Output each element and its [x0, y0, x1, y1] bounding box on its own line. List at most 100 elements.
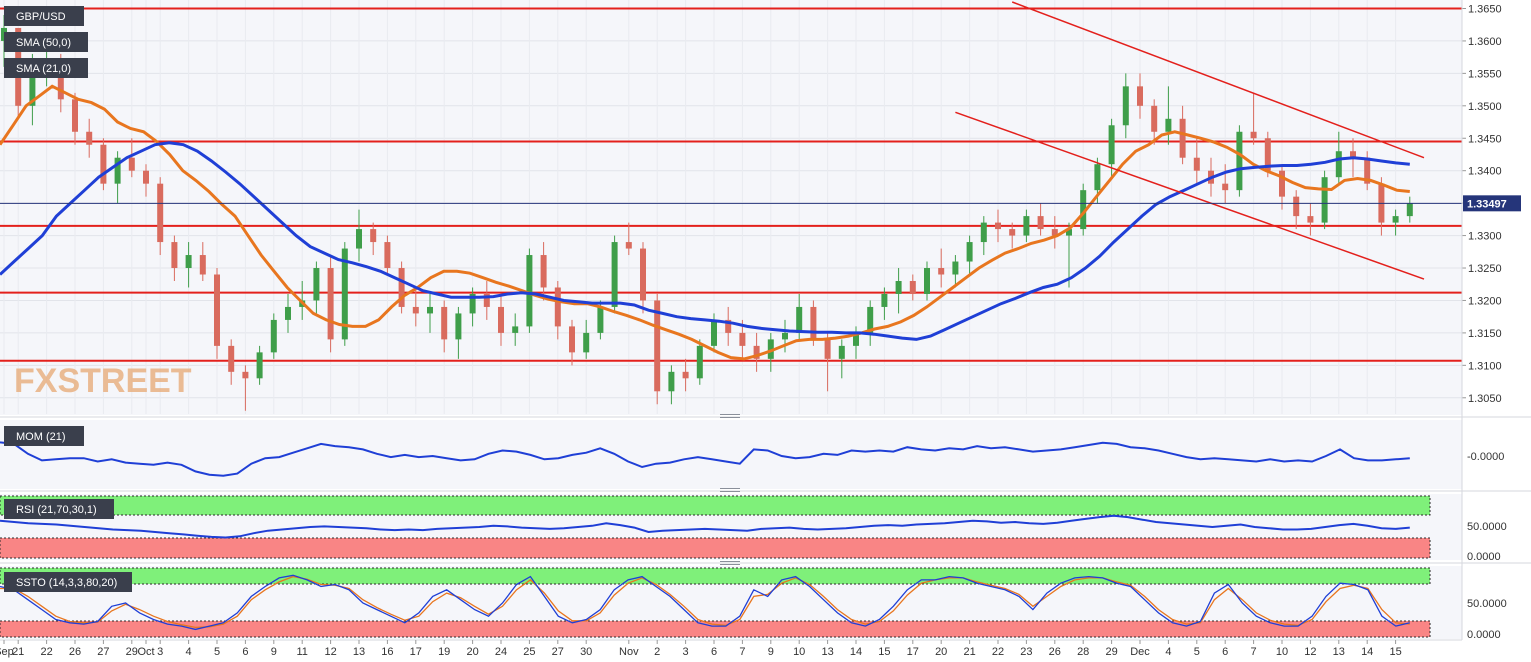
x-tick-label: 13 [1333, 646, 1345, 658]
rsi-tag[interactable]: RSI (21,70,30,1) [4, 499, 114, 519]
x-tick-label: 21 [12, 646, 24, 658]
x-tick-label: 9 [768, 646, 774, 658]
candle-body [1108, 125, 1115, 165]
candle-body [427, 306, 433, 314]
candle-body [256, 352, 263, 379]
candle-body [214, 274, 220, 346]
candle-body [1222, 183, 1229, 191]
x-tick-label: 17 [907, 646, 919, 658]
candle-body [1165, 118, 1172, 132]
x-tick-label: 20 [935, 646, 947, 658]
x-tick-label: 16 [381, 646, 393, 658]
candle-body [1321, 177, 1328, 223]
price-y-tick-label: 1.3100 [1468, 360, 1502, 372]
x-tick-label: 2 [654, 646, 660, 658]
x-tick-label: 28 [1077, 646, 1089, 658]
x-tick-label: 15 [1389, 646, 1401, 658]
candle-body [1151, 105, 1158, 132]
candle-body [767, 339, 774, 359]
x-tick-label: 19 [438, 646, 450, 658]
candle-body [597, 306, 604, 333]
panel-divider-2[interactable] [0, 488, 1531, 492]
candle-body [1279, 170, 1285, 197]
x-tick-label: Oct [137, 646, 154, 658]
candle-body [1023, 216, 1030, 236]
ssto-oversold-zone [0, 620, 1431, 638]
candle-body [143, 170, 149, 184]
candle-body [980, 222, 987, 243]
candle-body [895, 280, 902, 294]
candle-body [739, 332, 746, 346]
x-tick-label: 30 [580, 646, 592, 658]
candle-body [185, 255, 192, 269]
candle-body [100, 144, 107, 184]
candle-body [540, 255, 547, 288]
x-tick-label: 6 [242, 646, 248, 658]
x-tick-label: 9 [271, 646, 277, 658]
candle-body [270, 319, 277, 353]
candle-body [1293, 196, 1300, 217]
rsi-panel: 50.0000 0.0000 RSI (21,70,30,1) [0, 494, 1507, 563]
x-tick-label: 22 [992, 646, 1004, 658]
candle-body [114, 157, 121, 184]
watermark: FXSTREET [14, 362, 192, 400]
candle-body [654, 300, 661, 392]
candle-body [909, 280, 916, 294]
svg-text:SSTO (14,3,3,80,20): SSTO (14,3,3,80,20) [16, 577, 117, 589]
candle-body [526, 255, 533, 327]
candle-body [171, 242, 178, 269]
sma21-tag[interactable]: SMA (21,0) [4, 58, 88, 78]
candle-body [1122, 86, 1129, 126]
last-price-value: 1.33497 [1467, 198, 1507, 210]
ssto-tag[interactable]: SSTO (14,3,3,80,20) [4, 572, 132, 592]
candle-body [1236, 131, 1243, 191]
x-tick-label: 15 [878, 646, 890, 658]
candle-body [838, 345, 845, 359]
candle-body [327, 268, 334, 340]
x-tick-label: 12 [1304, 646, 1316, 658]
candle-body [952, 261, 959, 275]
svg-text:RSI (21,70,30,1): RSI (21,70,30,1) [16, 504, 97, 516]
candle-body [498, 306, 504, 333]
mom-tag[interactable]: MOM (21) [4, 426, 84, 446]
candle-body [356, 229, 362, 249]
price-y-tick-label: 1.3200 [1468, 295, 1502, 307]
panel-divider-3[interactable] [0, 561, 1531, 565]
price-y-tick-label: 1.3650 [1468, 3, 1502, 15]
candle-body [640, 248, 646, 301]
horizontal-levels [0, 7, 1462, 362]
candle-body [1179, 118, 1186, 158]
moving-averages [0, 84, 1410, 361]
price-y-tick-label: 1.3400 [1468, 166, 1502, 178]
candle-body [370, 229, 377, 243]
candle-body [86, 131, 93, 145]
sma50-tag[interactable]: SMA (50,0) [4, 32, 88, 52]
x-tick-label: 3 [157, 646, 163, 658]
candle-body [199, 255, 206, 275]
candle-body [313, 268, 320, 301]
x-tick-label: 25 [523, 646, 535, 658]
candle-body [611, 242, 618, 307]
sma21-line [0, 84, 1410, 361]
candle-body [1335, 151, 1342, 178]
svg-text:GBP/USD: GBP/USD [16, 11, 66, 23]
candle-body [668, 371, 675, 392]
x-tick-label: 21 [963, 646, 975, 658]
candle-body [57, 60, 64, 100]
candle-body [924, 268, 930, 294]
x-tick-label: 27 [552, 646, 564, 658]
panel-divider-1[interactable] [0, 414, 1531, 418]
x-tick-label: 22 [40, 646, 52, 658]
candle-body [1066, 229, 1072, 236]
candle-body [157, 183, 164, 243]
trendlines [955, 1, 1425, 280]
x-tick-label: 11 [296, 646, 307, 658]
candle-body [1051, 229, 1058, 236]
candle-body [242, 371, 249, 379]
candle-body [412, 306, 419, 314]
candle-body [782, 332, 788, 340]
svg-text:SMA (21,0): SMA (21,0) [16, 63, 71, 75]
x-tick-label: 13 [353, 646, 365, 658]
symbol-tag[interactable]: GBP/USD [4, 6, 84, 26]
mom-panel: -0.0000 MOM (21) [0, 420, 1504, 489]
